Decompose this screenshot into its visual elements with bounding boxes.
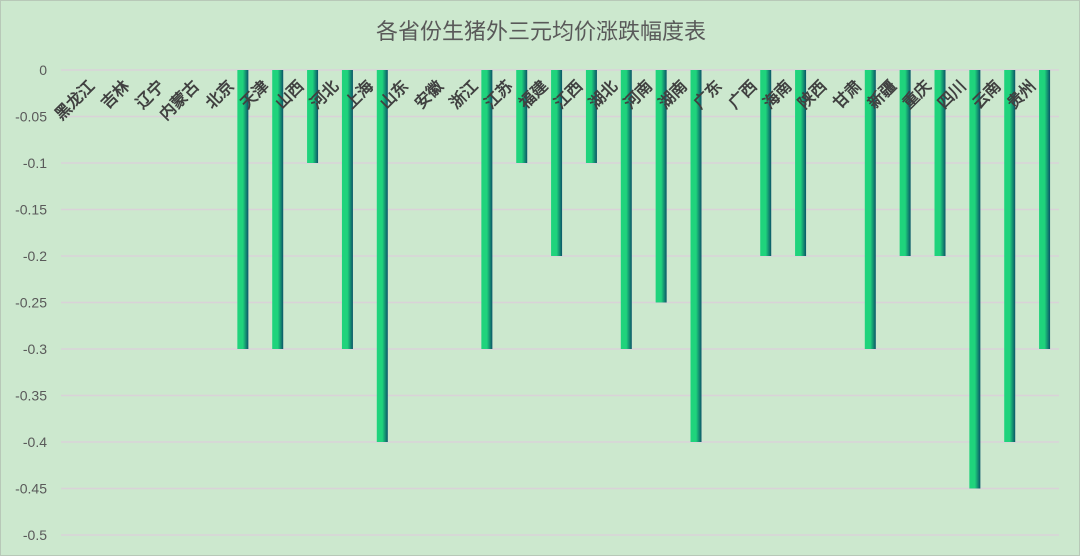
bar-山西	[307, 70, 319, 163]
bar-北京	[237, 70, 249, 349]
y-tick-label: -0.35	[15, 388, 47, 404]
bar-新疆	[899, 70, 911, 256]
bar-湖北	[620, 70, 632, 349]
x-tick-label: 北京	[202, 76, 238, 112]
bar-江西	[585, 70, 597, 163]
bar-浙江	[481, 70, 493, 349]
y-tick-label: -0.3	[23, 341, 47, 357]
bar-上海	[376, 70, 388, 442]
bar-广西	[760, 70, 772, 256]
x-tick-label: 吉林	[97, 76, 133, 112]
bar-河北	[341, 70, 353, 349]
y-axis: 0 -0.05 -0.1 -0.15 -0.2 -0.25 -0.3 -0.35 -0.4 -0.…	[15, 62, 47, 543]
bar-甘肃	[864, 70, 876, 349]
bar-云南	[1004, 70, 1016, 442]
y-tick-label: -0.4	[23, 434, 47, 450]
x-tick-label: 甘肃	[829, 76, 865, 112]
y-tick-label: -0.15	[15, 202, 47, 218]
y-tick-label: -0.25	[15, 295, 47, 311]
bar-四川	[969, 70, 981, 489]
y-tick-label: -0.05	[15, 109, 47, 125]
bar-天津	[272, 70, 284, 349]
bar-重庆	[934, 70, 946, 256]
bar-湖南	[690, 70, 702, 442]
y-tick-label: -0.2	[23, 248, 47, 264]
x-tick-label: 广西	[724, 76, 760, 112]
x-tick-label: 安徽	[411, 76, 448, 113]
x-tick-label: 浙江	[446, 76, 482, 112]
y-tick-label: -0.45	[15, 481, 47, 497]
y-tick-label: -0.5	[23, 527, 47, 543]
y-tick-label: -0.1	[23, 155, 47, 171]
chart-title: 各省份生猪外三元均价涨跌幅度表	[376, 20, 706, 45]
bar-贵州	[1039, 70, 1051, 349]
y-tick-label: 0	[39, 62, 47, 78]
bars	[237, 70, 1051, 489]
bar-江苏	[516, 70, 528, 163]
bar-海南	[795, 70, 807, 256]
bar-福建	[551, 70, 563, 256]
bar-河南	[655, 70, 667, 303]
